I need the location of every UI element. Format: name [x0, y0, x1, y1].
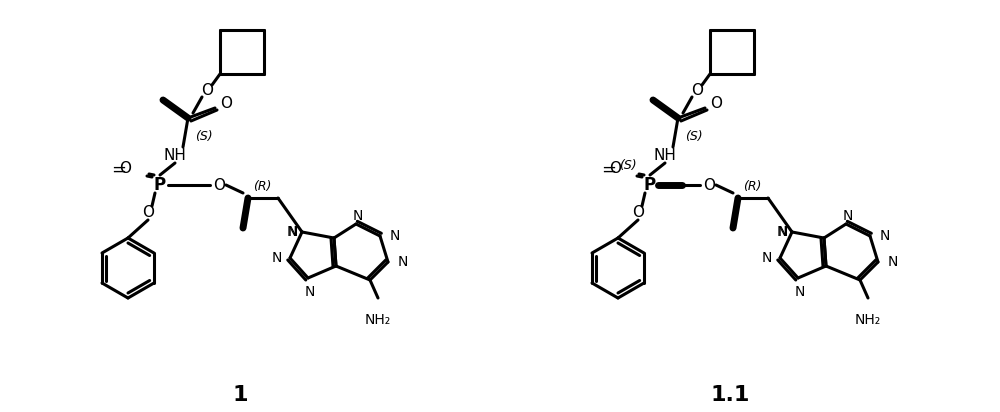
Text: O: O: [119, 161, 131, 176]
Text: O: O: [201, 82, 213, 98]
Text: P: P: [154, 176, 166, 194]
Text: N: N: [843, 209, 853, 223]
Text: N: N: [398, 255, 408, 269]
Text: NH₂: NH₂: [365, 313, 391, 327]
Text: (R): (R): [253, 180, 271, 192]
Text: O: O: [710, 96, 722, 110]
Text: P: P: [644, 176, 656, 194]
Text: N: N: [272, 251, 282, 265]
Text: N: N: [287, 225, 297, 239]
Text: (S): (S): [619, 159, 637, 171]
Text: N: N: [888, 255, 898, 269]
Text: (S): (S): [195, 129, 213, 143]
Text: O: O: [691, 82, 703, 98]
Text: N: N: [880, 229, 890, 243]
Text: NH₂: NH₂: [855, 313, 881, 327]
Text: N: N: [288, 225, 298, 239]
Text: N: N: [353, 209, 363, 223]
Text: =: =: [602, 161, 616, 179]
Text: O: O: [220, 96, 232, 110]
Text: N: N: [762, 251, 772, 265]
Text: (S): (S): [685, 129, 703, 143]
Text: 1: 1: [232, 385, 248, 405]
Text: N: N: [795, 285, 805, 299]
Text: 1.1: 1.1: [710, 385, 750, 405]
Text: NH: NH: [164, 147, 186, 162]
Text: O: O: [213, 178, 225, 192]
Text: N: N: [778, 225, 788, 239]
Text: (R): (R): [743, 180, 761, 192]
Text: O: O: [632, 204, 644, 220]
Text: O: O: [609, 161, 621, 176]
Text: O: O: [142, 204, 154, 220]
Text: N: N: [777, 225, 787, 239]
Text: NH: NH: [654, 147, 676, 162]
Text: N: N: [390, 229, 400, 243]
Text: N: N: [305, 285, 315, 299]
Text: O: O: [703, 178, 715, 192]
Text: =: =: [112, 161, 126, 179]
